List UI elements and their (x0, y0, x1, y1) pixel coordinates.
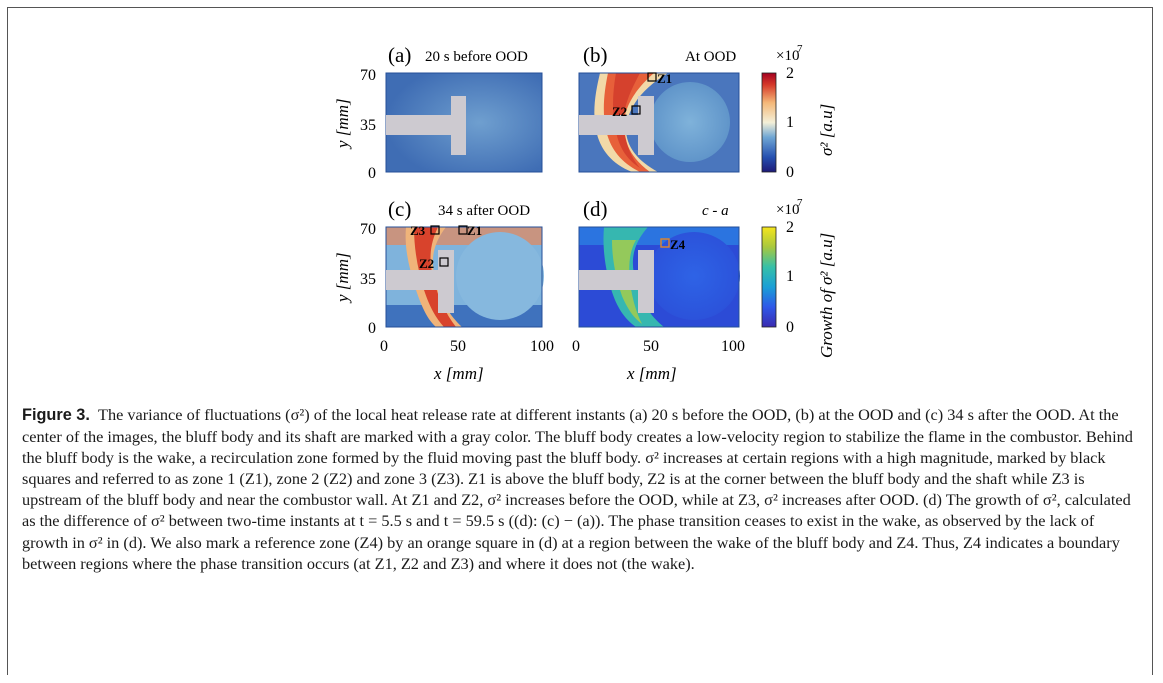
panel-c-letter: (c) (388, 197, 411, 221)
y-tick-0-bottom: 0 (368, 320, 376, 337)
x-axis-left: 0 50 100 x [mm] (380, 338, 554, 383)
x-tick-50-left: 50 (450, 338, 466, 355)
y-axis-label-bottom: y [mm] (333, 252, 352, 304)
y-tick-35-top: 35 (360, 117, 376, 134)
zone-label-z3-c: Z3 (410, 223, 426, 238)
panel-a-title: 20 s before OOD (425, 49, 528, 65)
panel-a: (a) 20 s before OOD (385, 43, 543, 173)
zone-label-z2-b: Z2 (612, 104, 627, 119)
x-tick-50-right: 50 (643, 338, 659, 355)
colorbar-top-exponent: ×10 (776, 48, 799, 64)
y-axis-label-top: y [mm] (333, 98, 352, 150)
colorbar-top: ×10 7 2 1 0 σ² [a.u] (761, 43, 836, 181)
caption-text: The variance of fluctuations (σ²) of the… (22, 405, 1133, 573)
y-tick-35-bottom: 35 (360, 271, 376, 288)
zone-label-z2-c: Z2 (419, 256, 434, 271)
panel-d-letter: (d) (583, 197, 608, 221)
x-axis-label-left: x [mm] (433, 364, 484, 383)
x-tick-0-right: 0 (572, 338, 580, 355)
colorbar-top-tick-1: 1 (786, 114, 794, 131)
zone-label-z1-b: Z1 (657, 71, 672, 86)
caption-label: Figure 3. (22, 406, 90, 424)
x-axis-label-right: x [mm] (626, 364, 677, 383)
x-axis-right: 0 50 100 x [mm] (572, 338, 745, 383)
colorbar-top-tick-2: 2 (786, 65, 794, 82)
colorbar-bottom-tick-2: 2 (786, 219, 794, 236)
figure-graphic: (a) 20 s before OOD Z1 Z2 (b) At OOD ×10… (333, 43, 836, 383)
colorbar-bottom-power: 7 (797, 197, 803, 209)
y-axis-top: 70 35 0 y [mm] (333, 67, 376, 182)
panel-b: Z1 Z2 (b) At OOD (578, 43, 740, 173)
colorbar-bottom-tick-1: 1 (786, 268, 794, 285)
figure-caption: Figure 3. The variance of fluctuations (… (22, 404, 1138, 574)
y-tick-70-bottom: 70 (360, 221, 376, 238)
zone-label-z1-c: Z1 (467, 223, 482, 238)
y-axis-bottom: 70 35 0 y [mm] (333, 221, 376, 337)
x-tick-100-left: 100 (530, 338, 554, 355)
figure-frame (7, 7, 1153, 675)
x-tick-100-right: 100 (721, 338, 745, 355)
colorbar-top-tick-0: 0 (786, 164, 794, 181)
panel-a-letter: (a) (388, 43, 411, 67)
colorbar-bottom-tick-0: 0 (786, 319, 794, 336)
colorbar-bottom-label: Growth of σ² [a.u] (817, 233, 836, 358)
panel-c-title: 34 s after OOD (438, 203, 530, 219)
panel-d: Z4 (d) c - a (578, 197, 740, 328)
panel-b-title: At OOD (685, 49, 736, 65)
panel-c: Z3 Z1 Z2 (c) 34 s after OOD (385, 197, 544, 328)
colorbar-top-label: σ² [a.u] (817, 104, 836, 156)
y-tick-0-top: 0 (368, 165, 376, 182)
x-tick-0-left: 0 (380, 338, 388, 355)
y-tick-70-top: 70 (360, 67, 376, 84)
colorbar-top-power: 7 (797, 43, 803, 55)
colorbar-bottom-exponent: ×10 (776, 202, 799, 218)
colorbar-bottom: ×10 7 2 1 0 Growth of σ² [a.u] (761, 197, 836, 358)
panel-b-letter: (b) (583, 43, 608, 67)
panel-d-title: c - a (702, 203, 729, 219)
zone-label-z4-d: Z4 (670, 237, 686, 252)
